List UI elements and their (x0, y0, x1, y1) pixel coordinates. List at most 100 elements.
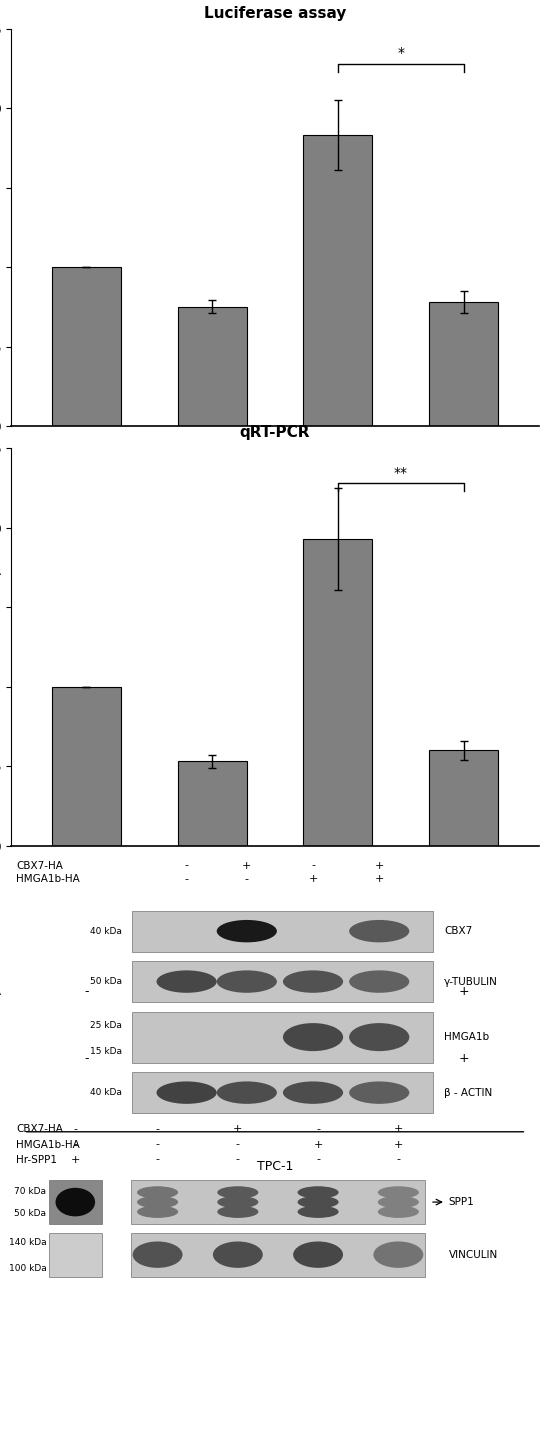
Text: CBX7-HA: CBX7-HA (0, 565, 1, 577)
Text: -: - (185, 874, 189, 884)
Ellipse shape (217, 970, 277, 993)
Text: -: - (236, 1139, 240, 1149)
Text: +: + (458, 984, 469, 997)
Text: HMGA1b-HA: HMGA1b-HA (0, 1052, 1, 1065)
Text: +: + (394, 1125, 403, 1135)
Ellipse shape (298, 1205, 339, 1218)
Bar (131, 1232, 425, 1277)
Bar (429, 302, 498, 426)
Text: γ-TUBULIN: γ-TUBULIN (444, 976, 498, 986)
Ellipse shape (137, 1187, 178, 1198)
Text: HMGA1b-HA: HMGA1b-HA (0, 633, 1, 646)
Text: CBX7-HA: CBX7-HA (16, 1125, 63, 1135)
Text: 25 kDa: 25 kDa (90, 1022, 122, 1030)
Text: *: * (397, 46, 404, 60)
Ellipse shape (56, 1188, 95, 1217)
Ellipse shape (378, 1205, 419, 1218)
Ellipse shape (373, 1241, 424, 1268)
Ellipse shape (349, 970, 409, 993)
Text: 50 kDa: 50 kDa (14, 1208, 46, 1218)
Text: TPC-1: TPC-1 (257, 1159, 293, 1172)
Bar (52, 267, 121, 426)
Text: +: + (394, 1139, 403, 1149)
Ellipse shape (157, 970, 217, 993)
Title: qRT-PCR: qRT-PCR (240, 426, 310, 440)
Text: HMGA1b-HA: HMGA1b-HA (16, 874, 80, 884)
Text: Hr-SPP1: Hr-SPP1 (16, 1155, 57, 1165)
Text: -: - (84, 565, 89, 577)
Text: -: - (397, 1155, 400, 1165)
Text: CBX7-HA: CBX7-HA (0, 984, 1, 997)
Text: -: - (185, 861, 189, 870)
Text: +: + (458, 633, 469, 646)
Text: +: + (458, 1052, 469, 1065)
Text: 50 kDa: 50 kDa (90, 977, 122, 986)
Ellipse shape (349, 1023, 409, 1052)
Text: -: - (210, 633, 214, 646)
Text: -: - (311, 861, 315, 870)
Text: HMGA1b-HA: HMGA1b-HA (16, 1139, 80, 1149)
Text: -: - (84, 1052, 89, 1065)
Text: +: + (233, 1125, 243, 1135)
Ellipse shape (378, 1187, 419, 1198)
Text: +: + (314, 1139, 323, 1149)
Text: +: + (309, 874, 318, 884)
Text: -: - (156, 1139, 159, 1149)
Text: +: + (207, 984, 217, 997)
Ellipse shape (378, 1197, 419, 1208)
Title: Luciferase assay: Luciferase assay (204, 6, 346, 20)
Text: -: - (210, 1052, 214, 1065)
Bar (303, 539, 372, 845)
Text: -: - (156, 1125, 159, 1135)
Ellipse shape (217, 1197, 258, 1208)
Ellipse shape (217, 1187, 258, 1198)
Bar (133, 1012, 433, 1063)
Bar (49, 1232, 102, 1277)
Ellipse shape (298, 1197, 339, 1208)
Ellipse shape (283, 1023, 343, 1052)
Text: -: - (84, 984, 89, 997)
Bar (429, 751, 498, 845)
Text: -: - (73, 1125, 78, 1135)
Text: +: + (375, 874, 384, 884)
Text: -: - (336, 984, 340, 997)
Text: TPC-1: TPC-1 (257, 739, 293, 752)
Ellipse shape (217, 1205, 258, 1218)
Text: +: + (458, 565, 469, 577)
Bar (178, 307, 247, 426)
Text: 100 kDa: 100 kDa (8, 1264, 46, 1274)
Text: 15 kDa: 15 kDa (90, 1048, 122, 1056)
Ellipse shape (217, 920, 277, 943)
Text: CBX7-HA: CBX7-HA (16, 861, 63, 870)
Text: β - ACTIN: β - ACTIN (444, 1088, 492, 1098)
Text: +: + (333, 1052, 343, 1065)
Text: 140 kDa: 140 kDa (9, 1238, 46, 1247)
Text: +: + (375, 861, 384, 870)
Ellipse shape (157, 1082, 217, 1103)
Text: CBX7: CBX7 (444, 926, 472, 936)
Bar (178, 761, 247, 845)
Ellipse shape (349, 920, 409, 943)
Text: -: - (316, 1155, 320, 1165)
Bar (133, 911, 433, 952)
Text: -: - (336, 565, 340, 577)
Bar (133, 962, 433, 1002)
Ellipse shape (293, 1241, 343, 1268)
Text: -: - (316, 1125, 320, 1135)
Ellipse shape (137, 1197, 178, 1208)
Ellipse shape (213, 1241, 263, 1268)
Bar (303, 135, 372, 426)
Ellipse shape (298, 1187, 339, 1198)
Ellipse shape (283, 970, 343, 993)
Text: 40 kDa: 40 kDa (90, 1088, 122, 1098)
Text: +: + (242, 861, 251, 870)
Ellipse shape (349, 1082, 409, 1103)
Ellipse shape (217, 1082, 277, 1103)
Text: -: - (84, 633, 89, 646)
Ellipse shape (133, 1241, 183, 1268)
Ellipse shape (283, 1082, 343, 1103)
Text: -: - (156, 1155, 159, 1165)
Bar (131, 1181, 425, 1224)
Text: VINCULIN: VINCULIN (448, 1250, 498, 1260)
Text: 40 kDa: 40 kDa (90, 927, 122, 936)
